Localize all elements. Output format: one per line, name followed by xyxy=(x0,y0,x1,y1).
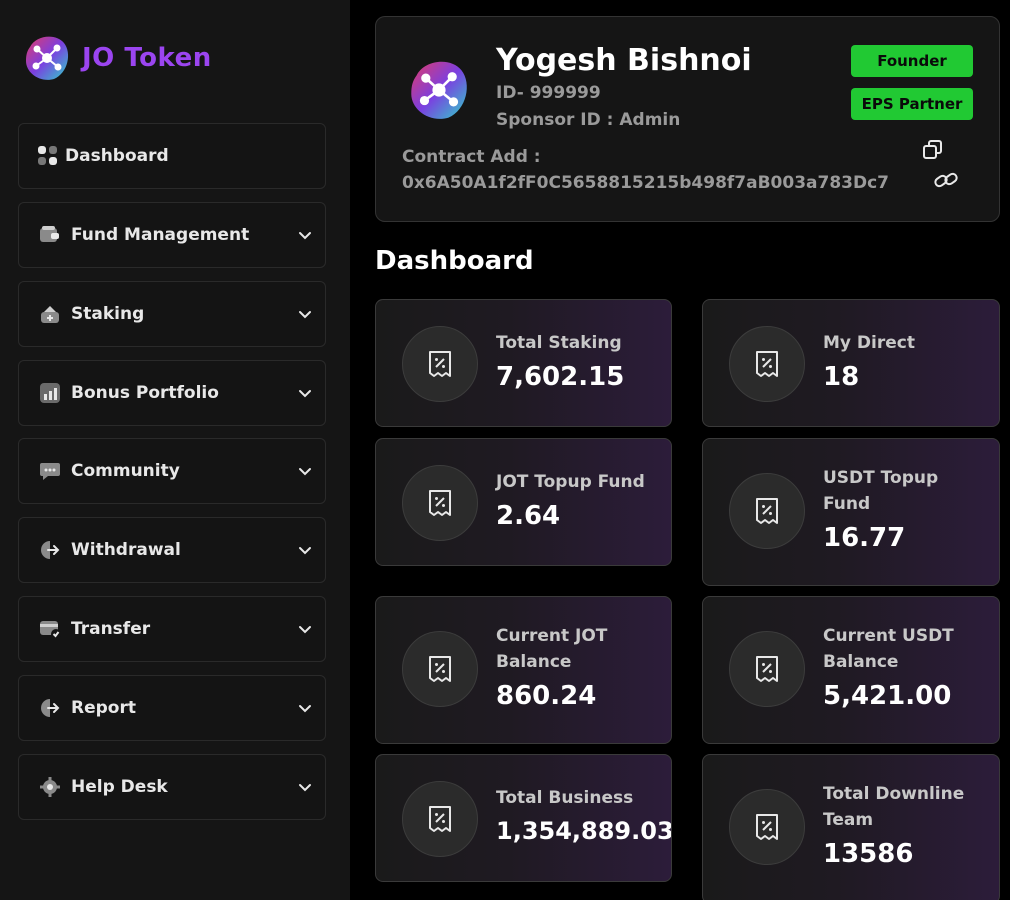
sidebar-item-staking[interactable]: Staking xyxy=(18,281,326,347)
profile-id: ID- 999999 xyxy=(496,83,601,103)
stat-value: 860.24 xyxy=(496,681,597,711)
stat-card-usdt-topup-fund: USDT Topup Fund 16.77 xyxy=(702,438,1000,586)
stat-label: Current JOT Balance xyxy=(496,626,608,672)
contract-label: Contract Add : xyxy=(402,147,541,167)
stat-card-jot-topup-fund: JOT Topup Fund 2.64 xyxy=(375,438,672,566)
stat-card-total-business: Total Business 1,354,889.03 xyxy=(375,754,672,882)
sidebar-item-bonus-portfolio[interactable]: Bonus Portfolio xyxy=(18,360,326,426)
brand[interactable]: JO Token xyxy=(22,33,212,83)
copy-icon[interactable] xyxy=(922,139,944,161)
staking-icon xyxy=(39,303,61,325)
stat-value: 7,602.15 xyxy=(496,362,625,392)
profile-card: Yogesh Bishnoi ID- 999999 Sponsor ID : A… xyxy=(375,16,1000,222)
link-icon[interactable] xyxy=(933,169,959,191)
wallet-icon xyxy=(39,224,61,246)
sidebar-item-transfer[interactable]: Transfer xyxy=(18,596,326,662)
receipt-icon xyxy=(729,473,805,549)
stat-value: 18 xyxy=(823,362,860,392)
eps-partner-badge: EPS Partner xyxy=(851,88,973,120)
sidebar-item-label: Community xyxy=(71,461,180,481)
page-title: Dashboard xyxy=(375,246,534,276)
sidebar-item-label: Fund Management xyxy=(71,225,250,245)
receipt-icon xyxy=(729,326,805,402)
pie-icon xyxy=(39,697,61,719)
brand-logo-icon xyxy=(26,36,69,80)
receipt-icon xyxy=(402,465,478,541)
sidebar: JO Token Dashboard Fund Management Staki… xyxy=(0,0,350,900)
receipt-icon xyxy=(402,326,478,402)
sidebar-item-fund-management[interactable]: Fund Management xyxy=(18,202,326,268)
sidebar-item-label: Help Desk xyxy=(71,777,168,797)
chevron-down-icon xyxy=(299,232,311,240)
stat-card-current-jot-balance: Current JOT Balance 860.24 xyxy=(375,596,672,744)
sidebar-item-community[interactable]: Community xyxy=(18,438,326,504)
receipt-icon xyxy=(729,631,805,707)
chevron-down-icon xyxy=(299,311,311,319)
stat-card-current-usdt-balance: Current USDT Balance 5,421.00 xyxy=(702,596,1000,744)
sidebar-item-withdrawal[interactable]: Withdrawal xyxy=(18,517,326,583)
receipt-icon xyxy=(402,631,478,707)
sidebar-item-label: Report xyxy=(71,698,136,718)
stat-card-my-direct: My Direct 18 xyxy=(702,299,1000,427)
stat-label: Current USDT Balance xyxy=(823,626,954,672)
chat-icon xyxy=(39,460,61,482)
chevron-down-icon xyxy=(299,626,311,634)
stat-label: Total Downline Team xyxy=(823,784,965,830)
sidebar-item-report[interactable]: Report xyxy=(18,675,326,741)
stat-value: 16.77 xyxy=(823,523,906,553)
stat-value: 13586 xyxy=(823,839,914,869)
sidebar-item-label: Bonus Portfolio xyxy=(71,383,219,403)
stat-card-total-staking: Total Staking 7,602.15 xyxy=(375,299,672,427)
chevron-down-icon xyxy=(299,784,311,792)
chevron-down-icon xyxy=(299,390,311,398)
receipt-icon xyxy=(402,781,478,857)
chart-icon xyxy=(39,382,61,404)
stat-label: My Direct xyxy=(823,333,915,353)
sponsor-id: Sponsor ID : Admin xyxy=(496,110,681,130)
founder-badge: Founder xyxy=(851,45,973,77)
chevron-down-icon xyxy=(299,468,311,476)
sidebar-item-dashboard[interactable]: Dashboard xyxy=(18,123,326,189)
stat-label: JOT Topup Fund xyxy=(496,472,645,492)
sidebar-item-label: Dashboard xyxy=(65,146,169,166)
contract-address: 0x6A50A1f2fF0C5658815215b498f7aB003a783D… xyxy=(402,173,890,193)
profile-logo-icon xyxy=(411,61,467,119)
stat-value: 5,421.00 xyxy=(823,681,952,711)
receipt-icon xyxy=(729,789,805,865)
sidebar-item-help-desk[interactable]: Help Desk xyxy=(18,754,326,820)
sidebar-item-label: Staking xyxy=(71,304,145,324)
stat-value: 2.64 xyxy=(496,501,561,531)
stat-value: 1,354,889.03 xyxy=(496,817,672,845)
brand-name: JO Token xyxy=(82,43,212,73)
stat-card-total-downline-team: Total Downline Team 13586 xyxy=(702,754,1000,900)
stat-label: USDT Topup Fund xyxy=(823,468,939,514)
chevron-down-icon xyxy=(299,705,311,713)
dashboard-icon xyxy=(37,145,59,167)
stat-label: Total Business xyxy=(496,788,634,808)
stat-label: Total Staking xyxy=(496,333,622,353)
sidebar-item-label: Transfer xyxy=(71,619,151,639)
sidebar-item-label: Withdrawal xyxy=(71,540,181,560)
profile-name: Yogesh Bishnoi xyxy=(496,43,752,78)
gear-icon xyxy=(39,776,61,798)
chevron-down-icon xyxy=(299,547,311,555)
withdraw-icon xyxy=(39,539,61,561)
card-check-icon xyxy=(39,618,61,640)
